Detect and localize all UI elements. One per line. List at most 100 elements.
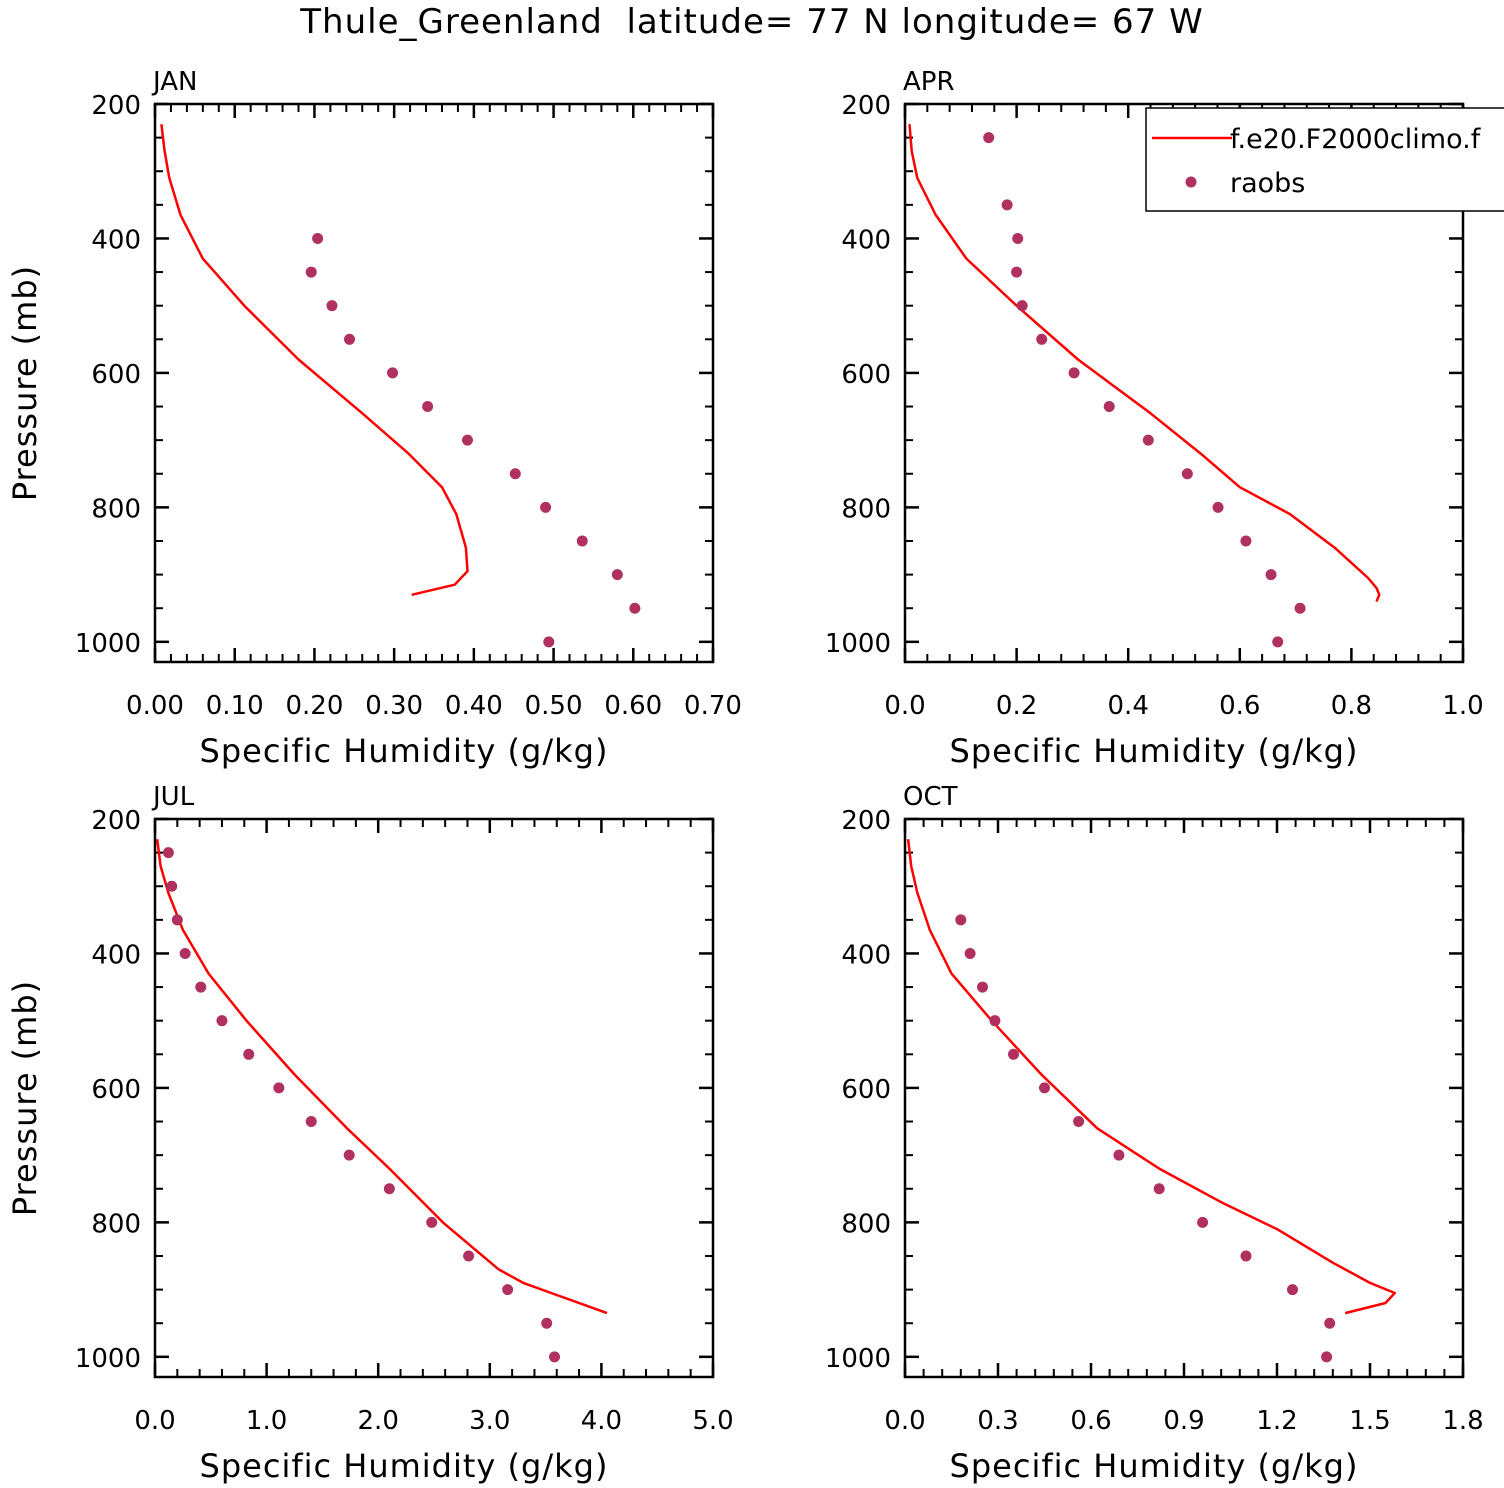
x-tick-label: 0.0 [884,1406,925,1436]
obs-point [1321,1351,1333,1363]
obs-point [1036,333,1048,345]
obs-point [540,501,552,513]
obs-point [1016,300,1028,312]
obs-point [611,569,623,581]
obs-point [273,1082,285,1094]
x-axis-label: Specific Humidity (g/kg) [950,1447,1359,1485]
obs-point [983,132,995,144]
x-tick-label: 0.30 [365,691,423,721]
x-tick-label: 1.0 [1442,691,1483,721]
obs-point [1001,199,1013,211]
obs-point [1039,1082,1050,1094]
obs-point [1240,1250,1252,1262]
obs-point [964,947,976,959]
panel-oct: 200 400 600 800 1000 0.0 0.3 0.6 0.9 1.2 1.5 1.8 OCT… [825,782,1484,1485]
panel-jul: 200 400 600 800 1000 0.0 1.0 2.0 3.0 4.0 5.0 JUL Spe… [6,782,734,1485]
x-tick-label: 0.0 [134,1406,175,1436]
model-series-line [160,124,469,597]
y-tick-label: 200 [91,806,141,836]
model-series-line [155,839,608,1315]
obs-point [1240,535,1252,547]
obs-point [422,401,434,413]
obs-point [195,981,207,993]
panel-label: APR [903,67,955,97]
y-axis-label: Pressure (mb) [6,265,44,501]
obs-point [1153,1183,1165,1195]
y-tick-label: 800 [841,494,891,524]
plot-frame [903,817,1465,1379]
y-tick-label: 200 [841,806,891,836]
obs-point [955,914,967,926]
obs-point [549,1351,561,1363]
y-tick-label: 600 [841,360,891,390]
obs-point [1012,232,1024,244]
obs-point [344,333,356,345]
x-tick-label: 0.40 [445,691,503,721]
x-tick-label: 0.4 [1108,691,1149,721]
x-tick-label: 0.6 [1219,691,1260,721]
obs-point [502,1284,514,1296]
obs-point [179,947,191,959]
y-tick-label: 400 [841,940,891,970]
x-tick-label: 0.0 [884,691,925,721]
obs-point [305,1116,317,1128]
plot-frame [153,102,715,664]
y-tick-label: 800 [91,1209,141,1239]
x-tick-label: 0.6 [1070,1406,1111,1436]
y-tick-label: 1000 [825,629,891,659]
panel-label: JUL [151,782,195,812]
obs-point [312,232,324,244]
plot-frame [153,817,715,1379]
legend-box [1145,107,1504,212]
legend: f.e20.F2000climo.f raobs [1145,107,1504,212]
obs-point [387,367,399,379]
legend-obs-marker [1185,176,1197,188]
y-tick-label: 400 [841,225,891,255]
x-tick-label: 0.50 [525,691,583,721]
y-tick-label: 1000 [825,1344,891,1374]
panel-jan: 200 400 600 800 1000 0.00 0.10 0.20 0.30 0.40 0.50… [6,67,742,770]
x-tick-label: 1.0 [246,1406,287,1436]
obs-point [1073,1116,1085,1128]
x-tick-label: 4.0 [581,1406,622,1436]
obs-point [1212,501,1224,513]
obs-point [576,535,588,547]
obs-point [166,880,178,892]
y-tick-label: 1000 [75,1344,141,1374]
obs-point [305,266,317,278]
obs-point [1287,1284,1298,1296]
y-axis-label: Pressure (mb) [6,980,44,1216]
obs-point [1181,468,1193,480]
y-tick-label: 1000 [75,629,141,659]
obs-point [1324,1317,1336,1329]
x-tick-label: 0.00 [126,691,184,721]
obs-point [171,914,183,926]
obs-point [543,636,555,648]
obs-point [383,1183,395,1195]
x-tick-label: 0.60 [604,691,662,721]
obs-point [426,1216,438,1228]
obs-point [216,1015,228,1027]
x-tick-label: 1.8 [1442,1406,1483,1436]
obs-point [1272,636,1284,648]
x-tick-label: 0.10 [206,691,264,721]
obs-point [162,847,174,859]
obs-point [326,300,338,312]
y-tick-label: 600 [91,360,141,390]
obs-point [1113,1149,1125,1161]
obs-point [1068,367,1080,379]
obs-point [1265,569,1277,581]
obs-point [989,1015,1001,1027]
y-tick-label: 200 [841,91,891,121]
x-axis-label: Specific Humidity (g/kg) [200,1447,609,1485]
obs-point [541,1317,553,1329]
x-tick-label: 0.20 [285,691,343,721]
y-tick-label: 600 [841,1075,891,1105]
obs-point [977,981,988,993]
panel-label: OCT [903,782,958,812]
obs-point [1008,1048,1019,1060]
model-series-line [908,124,1381,602]
obs-point [1142,434,1154,446]
obs-point [463,1250,475,1262]
